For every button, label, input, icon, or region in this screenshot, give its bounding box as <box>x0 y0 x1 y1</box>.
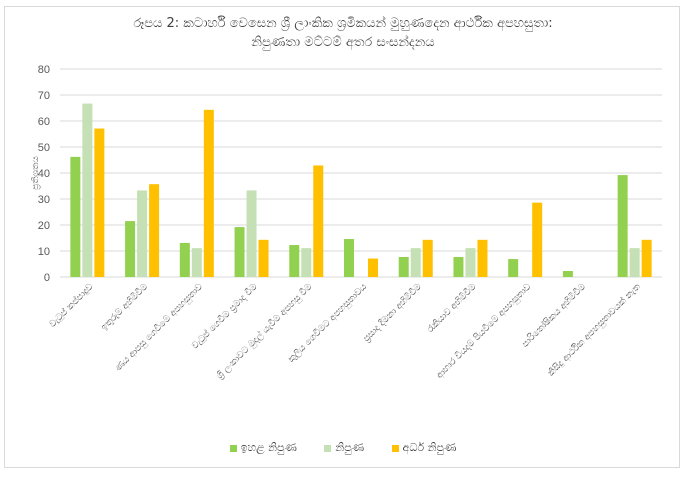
legend-swatch <box>229 444 237 452</box>
legend-swatch <box>391 444 399 452</box>
y-tick-label: 40 <box>38 168 50 180</box>
bar <box>617 175 628 277</box>
bar <box>191 248 202 277</box>
bar <box>477 239 488 277</box>
bar <box>203 109 214 277</box>
bar <box>398 256 409 277</box>
bar <box>258 239 269 277</box>
bar <box>465 248 476 277</box>
bar <box>70 156 81 277</box>
legend-label: ඉහළ නිපුණ <box>240 441 297 454</box>
x-tick-label: ශ්‍රී ලංකාවට මුදල් යැවීම අපහසු වීම <box>214 281 315 382</box>
legend-label: නිපුණ <box>335 441 365 454</box>
chart-title: රූපය 2: කටාර්හි වෙසෙන ශ්‍රී ලාංකික ශ්‍රම… <box>0 14 686 52</box>
legend-label: අර්ධ නිපුණ <box>402 441 457 454</box>
chart-frame <box>4 6 680 468</box>
x-tick-label: ආහාර වියදම් පියවීමේ අපහසුතාව <box>434 281 534 381</box>
y-tick-label: 10 <box>38 246 50 258</box>
y-tick-label: 70 <box>38 90 50 102</box>
y-tick-label: 50 <box>38 142 50 154</box>
legend: ඉහළ නිපුණ නිපුණ අර්ධ නිපුණ <box>0 441 686 455</box>
bar <box>289 245 300 277</box>
y-tick-label: 0 <box>44 272 50 284</box>
bar <box>629 248 640 277</box>
x-tick-label: වැටුප් කප්පාදුව <box>47 281 96 330</box>
x-tick-label: ප්‍රසාද දීමනා අහිමිවීම <box>361 281 424 344</box>
x-tick-label: රැකියාව අහිමිවීම <box>425 281 479 335</box>
bar <box>125 221 136 277</box>
x-tick-label: කිසිදු ආර්ථික අපහසුතාවයක් නැත <box>546 281 644 379</box>
bar <box>313 165 324 277</box>
chart-subtitle: නිපුණතා මට්ටම් අතර සංසන්දනය <box>251 35 435 50</box>
y-tick-label: 60 <box>38 116 50 128</box>
legend-item: නිපුණ <box>324 441 364 455</box>
chart-title-line1: රූපය 2: කටාර්හි වෙසෙන ශ්‍රී ලාංකික ශ්‍රම… <box>133 16 553 31</box>
bar <box>234 227 245 277</box>
bar <box>179 242 190 277</box>
bar <box>137 190 148 277</box>
x-tick-label: ඉතුරුම් අහිමිවීම <box>99 281 151 333</box>
bar <box>94 128 105 277</box>
bar <box>562 271 573 277</box>
bar <box>344 239 354 277</box>
bar <box>368 258 378 277</box>
y-tick-label: 20 <box>38 220 50 232</box>
y-axis-label: ප්‍රතිශතය <box>30 156 41 190</box>
bar <box>410 248 421 277</box>
y-tick-label: 30 <box>38 194 50 206</box>
bar <box>246 190 257 277</box>
bar <box>149 184 160 277</box>
bar <box>82 103 93 277</box>
bar <box>301 248 312 277</box>
y-tick-label: 80 <box>38 64 50 76</box>
legend-item: ඉහළ නිපුණ <box>229 441 297 455</box>
bar <box>422 239 433 277</box>
legend-item: අර්ධ නිපුණ <box>391 441 457 455</box>
bar <box>532 202 543 277</box>
x-tick-label: ණය ආපසු ගෙවීමේ අපහසුතාව <box>113 281 206 374</box>
bar <box>641 239 652 277</box>
legend-swatch <box>324 444 332 452</box>
bar <box>453 256 464 277</box>
bar <box>508 259 519 277</box>
